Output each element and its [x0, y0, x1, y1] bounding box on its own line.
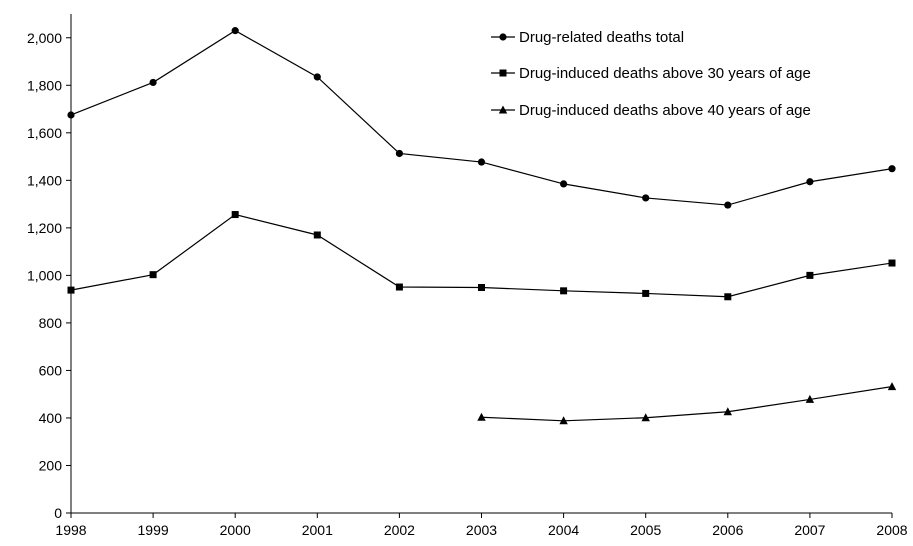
data-point-square	[724, 293, 732, 301]
data-point-triangle	[559, 416, 568, 425]
x-tick-label: 2008	[876, 522, 907, 538]
x-tick-label: 2001	[302, 522, 333, 538]
legend: Drug-related deaths total Drug-induced de…	[491, 29, 811, 119]
y-tick-label: 1,400	[27, 172, 62, 188]
legend-item: Drug-induced deaths above 30 years of ag…	[491, 65, 811, 82]
y-tick-label: 1,600	[27, 125, 62, 141]
x-tick-label: 2004	[548, 522, 579, 538]
data-point-square	[560, 287, 568, 295]
x-tick-label: 2002	[384, 522, 415, 538]
legend-marker-circle	[499, 33, 507, 41]
data-point-square	[395, 283, 403, 291]
series-1	[67, 27, 896, 209]
data-point-circle	[560, 180, 568, 188]
data-point-circle	[395, 149, 403, 158]
x-tick-label: 1998	[55, 522, 86, 538]
legend-label: Drug-induced deaths above 40 years of ag…	[519, 102, 811, 119]
legend-label: Drug-related deaths total	[519, 29, 684, 46]
data-point-circle	[642, 194, 650, 202]
x-tick-label: 2007	[794, 522, 825, 538]
series-2	[67, 211, 896, 301]
data-point-circle	[313, 73, 321, 81]
y-tick-label: 600	[39, 362, 63, 378]
legend-marker-triangle	[498, 105, 508, 114]
data-point-triangle	[805, 394, 815, 403]
y-tick-label: 2,000	[27, 30, 62, 46]
data-point-triangle	[477, 412, 486, 421]
x-tick-label: 2006	[712, 522, 743, 538]
data-point-triangle	[641, 413, 650, 422]
y-tick-label: 1,800	[27, 77, 62, 93]
y-tick-label: 200	[39, 457, 63, 473]
x-tick-label: 2003	[466, 522, 497, 538]
data-point-circle	[67, 111, 75, 119]
x-tick-label: 1999	[138, 522, 169, 538]
y-axis: 0 200 400 600 800 1,000 1,200 1,400 1,600 1,800 2,…	[27, 14, 72, 521]
data-point-circle	[806, 178, 814, 186]
series-line	[481, 385, 893, 422]
y-tick-label: 1,200	[27, 220, 62, 236]
data-point-square	[231, 211, 239, 219]
data-point-square	[149, 271, 157, 279]
legend-item: Drug-induced deaths above 40 years of ag…	[491, 102, 811, 119]
x-axis: 1998 1999 2000 2001 2002 2003 2004 2005 2006 2007…	[55, 512, 908, 538]
data-point-circle	[231, 27, 239, 35]
data-point-triangle	[723, 407, 732, 416]
y-tick-label: 800	[39, 315, 63, 331]
series-3	[477, 382, 897, 425]
data-point-circle	[724, 201, 732, 209]
data-point-square	[67, 286, 75, 294]
y-tick-label: 400	[39, 410, 63, 426]
x-tick-label: 2000	[220, 522, 251, 538]
y-tick-label: 1,000	[27, 267, 62, 283]
data-point-circle	[149, 78, 157, 87]
legend-item: Drug-related deaths total	[491, 29, 684, 46]
data-point-circle	[477, 158, 486, 166]
data-point-square	[642, 289, 650, 297]
data-point-square	[888, 259, 896, 267]
data-point-square	[478, 283, 485, 291]
data-point-circle	[888, 165, 896, 173]
x-tick-label: 2005	[630, 522, 661, 538]
y-tick-label: 0	[54, 505, 62, 521]
data-point-square	[313, 231, 321, 239]
data-point-triangle	[887, 382, 897, 391]
data-point-square	[806, 271, 814, 279]
legend-marker-square	[499, 69, 507, 77]
legend-label: Drug-induced deaths above 30 years of ag…	[519, 65, 811, 82]
series-layer	[67, 27, 897, 425]
